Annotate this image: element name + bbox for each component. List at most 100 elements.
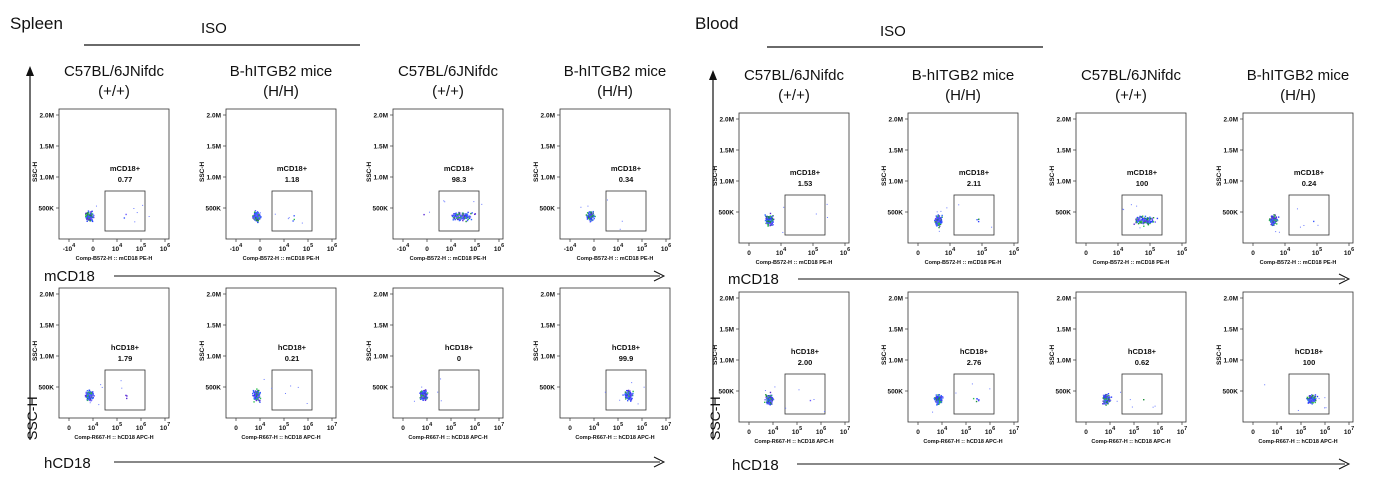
event-dot	[284, 392, 286, 394]
event-dot	[1307, 398, 1310, 400]
event-dot	[940, 219, 943, 221]
event-dot	[769, 219, 771, 221]
gate-value: 0.24	[1302, 179, 1317, 188]
event-dot	[1151, 220, 1153, 223]
event-dot	[481, 203, 483, 205]
event-dot	[1133, 223, 1135, 225]
y-tick-label: 500K	[38, 385, 54, 392]
event-dot	[252, 392, 254, 395]
event-dot	[257, 221, 259, 224]
event-dot	[940, 400, 942, 402]
event-dot	[257, 217, 259, 219]
event-dot	[86, 397, 89, 400]
gate-value: 100	[1136, 179, 1149, 188]
gate-value: 99.9	[619, 354, 634, 363]
plot-x-axis-label: Comp-B572-H :: mCD18 PE-H	[756, 260, 833, 266]
event-dot	[425, 397, 427, 400]
event-dot	[440, 378, 442, 380]
plot-x-axis-label: Comp-B572-H :: mCD18 PE-H	[1260, 260, 1337, 266]
event-dot	[1116, 400, 1118, 402]
event-dot	[766, 402, 768, 405]
dot-plot: 500K 1.0M 1.5M 2.0M SSC-H 0 104 105 106 107 Comp-R…	[533, 287, 671, 441]
event-dot	[86, 217, 88, 219]
event-dot	[253, 395, 256, 398]
y-tick-label: 500K	[539, 385, 555, 392]
event-dot	[771, 217, 774, 219]
x-tick-label: 106	[160, 243, 170, 253]
event-dot	[619, 399, 621, 401]
event-dot	[254, 209, 257, 212]
event-dot	[939, 217, 941, 219]
x-tick-label: 107	[327, 422, 337, 432]
event-dot	[770, 398, 772, 400]
event-dot	[625, 397, 628, 399]
event-dot	[100, 384, 102, 386]
column-header-strain: C57BL/6JNifdc	[744, 67, 845, 84]
y-tick-label: 2.0M	[541, 292, 555, 299]
event-dot	[92, 397, 94, 400]
event-dot	[256, 394, 258, 396]
y-tick-label: 2.0M	[1057, 296, 1071, 303]
event-dot	[1306, 397, 1308, 400]
event-dot	[85, 214, 87, 216]
event-dot	[768, 397, 771, 400]
y-tick-label: 2.0M	[1057, 117, 1071, 124]
gate-value: 100	[1303, 358, 1316, 367]
event-dot	[946, 207, 948, 209]
event-dot	[256, 212, 259, 214]
event-dot	[1144, 219, 1146, 221]
event-dot	[937, 214, 939, 216]
event-dot	[1152, 221, 1155, 223]
event-dot	[627, 397, 630, 399]
x-tick-label: 107	[494, 422, 504, 432]
plot-frame	[225, 108, 337, 240]
event-dot	[256, 219, 258, 221]
event-dot	[1152, 406, 1154, 408]
event-dot	[1315, 399, 1317, 402]
column-header-genotype: (+/+)	[98, 83, 130, 100]
event-dot	[423, 213, 425, 216]
event-dot	[1136, 205, 1138, 207]
event-dot	[91, 213, 93, 215]
y-tick-label: 1.5M	[1057, 148, 1071, 155]
event-dot	[1141, 215, 1144, 217]
y-tick-label: 1.0M	[889, 179, 903, 186]
plot-y-axis-label: SSC-H	[712, 344, 719, 365]
yaxis-arrowhead-spleen	[26, 66, 34, 76]
event-dot	[463, 218, 466, 220]
event-dot	[253, 394, 255, 397]
dot-plot: 500K 1.0M 1.5M 2.0M SSC-H 0 104 105 106 107 Comp-R…	[1216, 291, 1354, 445]
event-dot	[624, 391, 627, 393]
x-tick-label: 104	[945, 247, 956, 257]
event-dot	[85, 392, 87, 394]
y-tick-label: 2.0M	[889, 117, 903, 124]
event-dot	[425, 393, 427, 395]
event-dot	[580, 206, 582, 208]
event-dot	[461, 214, 464, 216]
x-tick-label: 104	[613, 243, 624, 253]
event-dot	[87, 211, 89, 214]
event-dot	[89, 391, 91, 393]
y-tick-label: 1.5M	[40, 144, 54, 151]
event-dot	[424, 389, 427, 391]
event-dot	[254, 215, 256, 217]
event-dot	[631, 393, 633, 396]
event-dot	[463, 214, 465, 217]
xaxis-label-mcd18-spleen: mCD18	[44, 268, 95, 285]
event-dot	[253, 395, 256, 397]
plot-frame	[738, 112, 850, 244]
event-dot	[768, 218, 770, 221]
event-dot	[421, 386, 423, 388]
event-dot	[769, 216, 771, 218]
event-dot	[625, 394, 628, 397]
gate-box	[438, 190, 480, 232]
y-tick-label: 500K	[718, 389, 734, 396]
event-dot	[87, 392, 89, 394]
event-dot	[1141, 217, 1144, 220]
event-dot	[764, 399, 766, 401]
event-dot	[770, 223, 772, 225]
x-tick-label: 0	[1084, 429, 1088, 436]
event-dot	[421, 392, 423, 394]
event-dot	[1149, 217, 1152, 220]
